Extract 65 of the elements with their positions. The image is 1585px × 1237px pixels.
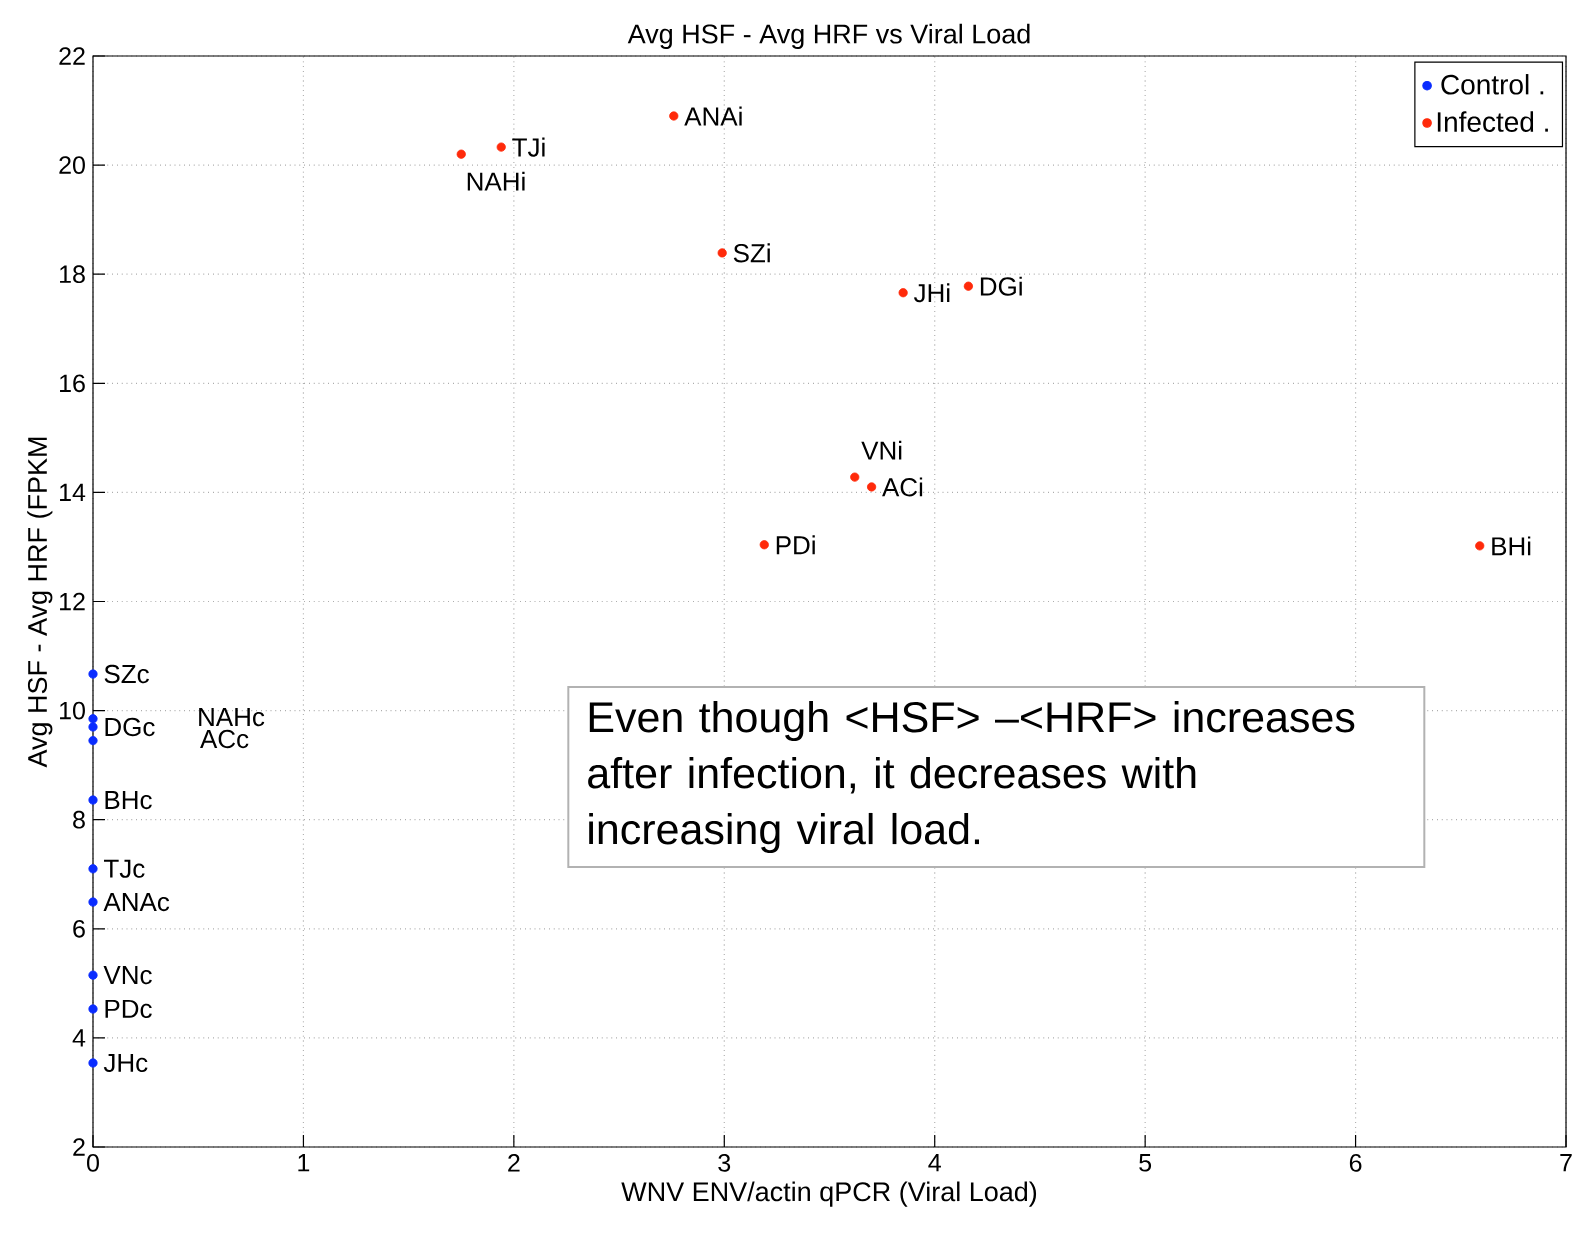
annotation: BHc bbox=[105, 791, 152, 810]
chart-title: Avg HSF - Avg HRF vs Viral Load bbox=[627, 23, 1030, 49]
x-tick-label: 0 bbox=[87, 1154, 99, 1172]
point bbox=[496, 142, 506, 152]
annotation: NAHc bbox=[199, 708, 265, 727]
y-tick-label: 14 bbox=[60, 483, 86, 501]
y-tick-label: 6 bbox=[73, 919, 85, 938]
point bbox=[88, 1004, 98, 1014]
point bbox=[88, 722, 98, 732]
point bbox=[850, 472, 860, 482]
annotation: JHc bbox=[103, 1053, 148, 1073]
x-tick-label: 1 bbox=[298, 1154, 310, 1172]
legend-label: Infected . bbox=[1437, 111, 1548, 132]
annotation: VNi bbox=[861, 440, 902, 460]
point bbox=[88, 897, 98, 907]
point bbox=[1475, 541, 1485, 551]
point bbox=[88, 864, 98, 874]
annotation: ANAc bbox=[103, 893, 170, 912]
point bbox=[88, 714, 98, 724]
annotation: DGi bbox=[980, 276, 1022, 296]
point bbox=[963, 281, 973, 291]
point bbox=[456, 149, 466, 159]
point bbox=[866, 482, 877, 492]
x-axis-title: WNV ENV/actin qPCR (Viral Load) bbox=[621, 1181, 1037, 1207]
annotation: SZi bbox=[733, 243, 770, 263]
y-tick-label: 20 bbox=[59, 156, 85, 174]
y-tick-label: 18 bbox=[60, 265, 85, 284]
annotation: TJi bbox=[512, 137, 545, 157]
annotation: ACi bbox=[882, 477, 923, 497]
x-tick-label: 2 bbox=[508, 1154, 520, 1172]
annotation: DGc bbox=[105, 717, 155, 737]
legend-label: Control . bbox=[1441, 74, 1544, 95]
annotation: NAHi bbox=[467, 171, 525, 191]
point bbox=[898, 288, 908, 298]
point bbox=[88, 736, 98, 746]
x-tick-label: 4 bbox=[928, 1154, 941, 1172]
y-tick-label: 8 bbox=[73, 810, 85, 829]
point bbox=[88, 970, 98, 980]
annotation: JHi bbox=[913, 283, 950, 303]
annotation: TJc bbox=[104, 859, 145, 878]
x-tick-label: 3 bbox=[718, 1154, 731, 1172]
point bbox=[669, 111, 679, 121]
y-tick-label: 16 bbox=[60, 374, 85, 393]
x-tick-label: 7 bbox=[1560, 1154, 1572, 1172]
x-tick-label: 6 bbox=[1349, 1154, 1362, 1172]
point bbox=[88, 795, 98, 805]
annotation: Even though <HSF> –<HRF> increases after infection, it decreases with increasing viral load. bbox=[588, 700, 1355, 854]
point bbox=[759, 540, 769, 550]
y-tick-label: 2 bbox=[73, 1138, 85, 1156]
annotation: SZc bbox=[104, 664, 149, 684]
point bbox=[717, 248, 727, 258]
y-tick-label: 12 bbox=[60, 592, 85, 611]
point bbox=[88, 1058, 98, 1068]
annotation: BHi bbox=[1492, 536, 1531, 556]
point bbox=[88, 669, 98, 679]
x-tick-label: 5 bbox=[1139, 1154, 1152, 1172]
annotation: ACc bbox=[200, 729, 249, 749]
annotation: PDi bbox=[776, 535, 815, 555]
annotation: ANAi bbox=[684, 106, 742, 126]
annotation: VNc bbox=[103, 966, 152, 985]
y-tick-label: 22 bbox=[59, 47, 85, 65]
y-axis-title: Avg HSF - Avg HRF (FPKM bbox=[27, 437, 53, 768]
y-tick-label: 4 bbox=[72, 1029, 86, 1047]
y-tick-label: 10 bbox=[60, 701, 85, 720]
annotation: PDc bbox=[105, 999, 152, 1019]
